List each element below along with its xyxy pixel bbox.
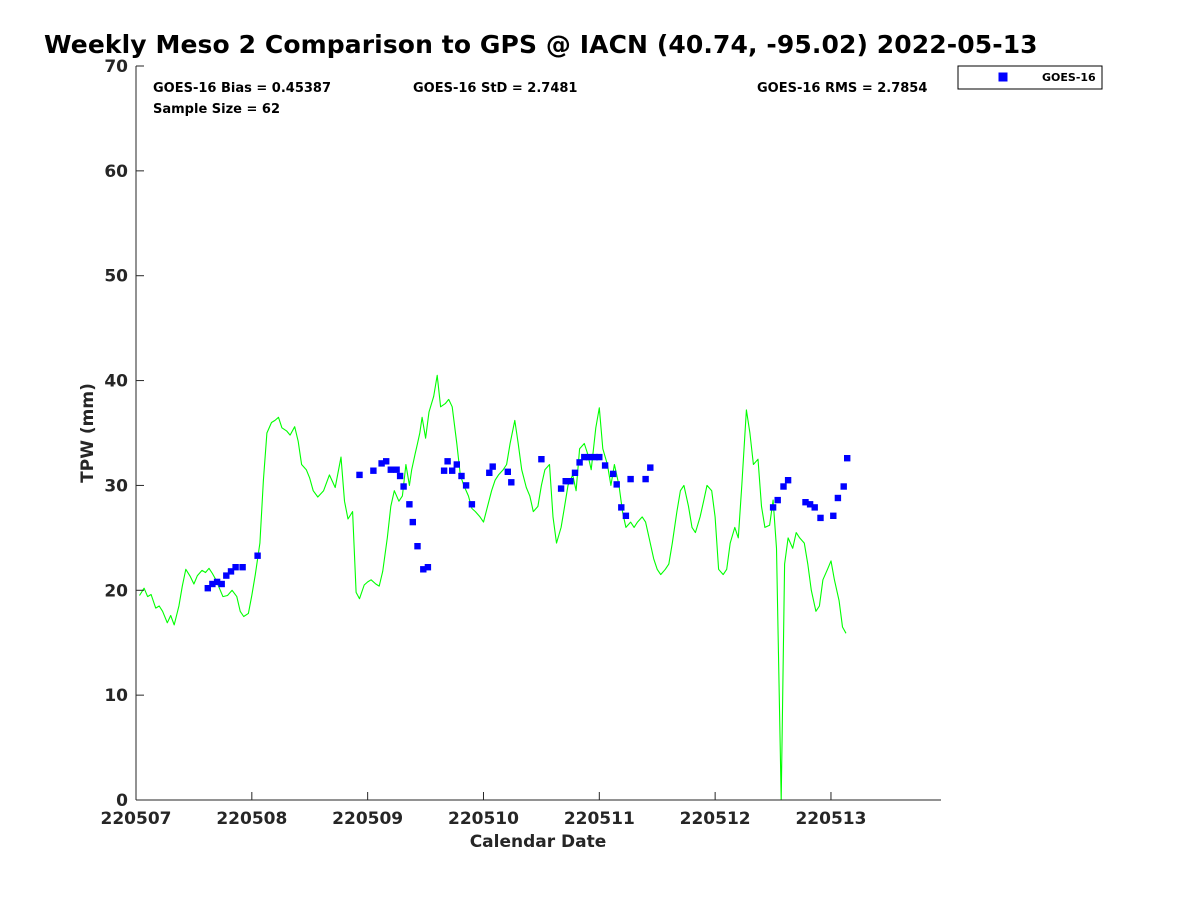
goes16-point bbox=[378, 460, 385, 467]
stat-bias: GOES-16 Bias = 0.45387 bbox=[153, 81, 331, 96]
goes16-point bbox=[834, 494, 842, 502]
goes16-series bbox=[204, 453, 851, 592]
goes16-point bbox=[596, 453, 603, 461]
goes16-point bbox=[784, 477, 792, 484]
goes16-point bbox=[576, 459, 583, 466]
goes16-point bbox=[557, 485, 565, 492]
goes16-point bbox=[424, 564, 432, 571]
goes16-point bbox=[383, 458, 390, 465]
goes16-point bbox=[610, 470, 617, 478]
goes16-point bbox=[449, 467, 456, 474]
x-tick-label: 220511 bbox=[564, 809, 635, 829]
goes16-point bbox=[780, 483, 787, 490]
goes16-point bbox=[618, 504, 625, 511]
stat-sample-size: Sample Size = 62 bbox=[153, 102, 280, 117]
goes16-point bbox=[647, 464, 654, 471]
goes16-point bbox=[601, 462, 609, 469]
plot-background bbox=[136, 66, 941, 800]
goes16-point bbox=[406, 501, 413, 508]
goes16-point bbox=[254, 552, 261, 559]
goes16-point bbox=[239, 564, 246, 571]
goes16-point bbox=[622, 512, 630, 519]
goes16-point bbox=[840, 483, 847, 490]
x-tick-label: 220508 bbox=[216, 809, 287, 829]
goes16-point bbox=[613, 481, 620, 488]
goes16-point bbox=[802, 499, 809, 506]
axes bbox=[135, 66, 941, 801]
goes16-point bbox=[817, 514, 824, 522]
goes16-point bbox=[356, 471, 363, 479]
goes16-point bbox=[444, 458, 451, 465]
legend-box bbox=[957, 65, 1103, 90]
y-axis-label: TPW (mm) bbox=[78, 383, 98, 483]
goes16-point bbox=[504, 468, 511, 475]
tick-labels: 0 10 20 30 40 50 60 70 220507 220508 220509 220510 2… bbox=[101, 57, 867, 829]
plot-area bbox=[136, 66, 941, 800]
y-tick-label: 20 bbox=[104, 581, 128, 601]
goes16-point bbox=[774, 496, 781, 504]
goes16-point bbox=[396, 472, 404, 480]
legend-label: GOES-16 bbox=[1042, 71, 1096, 84]
y-tick-label: 60 bbox=[104, 162, 128, 182]
goes16-point bbox=[204, 585, 211, 592]
goes16-point bbox=[811, 504, 818, 511]
goes16-point bbox=[486, 469, 493, 476]
goes16-point bbox=[844, 455, 851, 462]
chart-title: Weekly Meso 2 Comparison to GPS @ IACN (… bbox=[44, 30, 1038, 59]
y-tick-label: 40 bbox=[104, 372, 128, 392]
goes16-point bbox=[223, 572, 230, 579]
goes16-point bbox=[806, 501, 814, 508]
x-tick-label: 220513 bbox=[795, 809, 866, 829]
goes16-point bbox=[562, 478, 569, 485]
y-tick-label: 70 bbox=[104, 57, 128, 77]
x-tick-label: 220510 bbox=[448, 809, 519, 829]
goes16-point bbox=[393, 466, 400, 473]
x-tick-label: 220507 bbox=[101, 809, 172, 829]
stat-rms: GOES-16 RMS = 2.7854 bbox=[757, 81, 927, 96]
goes16-point bbox=[209, 580, 216, 588]
goes16-point bbox=[213, 578, 221, 586]
goes16-point bbox=[462, 482, 470, 489]
legend: GOES-16 bbox=[957, 65, 1103, 90]
goes16-point bbox=[468, 501, 476, 508]
goes16-point bbox=[227, 568, 235, 575]
goes16-point bbox=[453, 461, 460, 468]
goes16-point bbox=[769, 504, 777, 511]
legend-marker bbox=[998, 72, 1008, 82]
goes16-point bbox=[409, 518, 416, 526]
goes16-point bbox=[585, 453, 593, 461]
goes16-point bbox=[567, 478, 574, 485]
goes16-point bbox=[232, 564, 239, 571]
goes16-point bbox=[440, 467, 448, 474]
goes16-point bbox=[387, 466, 394, 473]
goes16-point bbox=[370, 467, 377, 474]
goes16-point bbox=[508, 479, 515, 486]
y-tick-label: 0 bbox=[116, 791, 128, 811]
goes16-point bbox=[591, 453, 598, 461]
stat-std: GOES-16 StD = 2.7481 bbox=[413, 81, 577, 96]
x-tick-label: 220509 bbox=[332, 809, 403, 829]
goes16-point bbox=[642, 475, 649, 483]
goes16-point bbox=[830, 512, 837, 519]
goes16-point bbox=[538, 456, 545, 463]
y-tick-label: 30 bbox=[104, 476, 128, 496]
goes16-point bbox=[627, 475, 634, 483]
goes16-point bbox=[571, 469, 579, 476]
y-tick-label: 50 bbox=[104, 267, 128, 287]
goes16-point bbox=[400, 483, 407, 490]
x-axis-label: Calendar Date bbox=[470, 832, 607, 852]
goes16-point bbox=[489, 463, 496, 470]
y-tick-label: 10 bbox=[104, 686, 128, 706]
x-tick-label: 220512 bbox=[680, 809, 751, 829]
goes16-point bbox=[581, 453, 588, 461]
goes16-point bbox=[414, 543, 421, 550]
tick-marks bbox=[135, 65, 832, 801]
goes16-point bbox=[218, 580, 225, 588]
goes16-point bbox=[420, 566, 427, 573]
goes16-point bbox=[458, 472, 465, 480]
